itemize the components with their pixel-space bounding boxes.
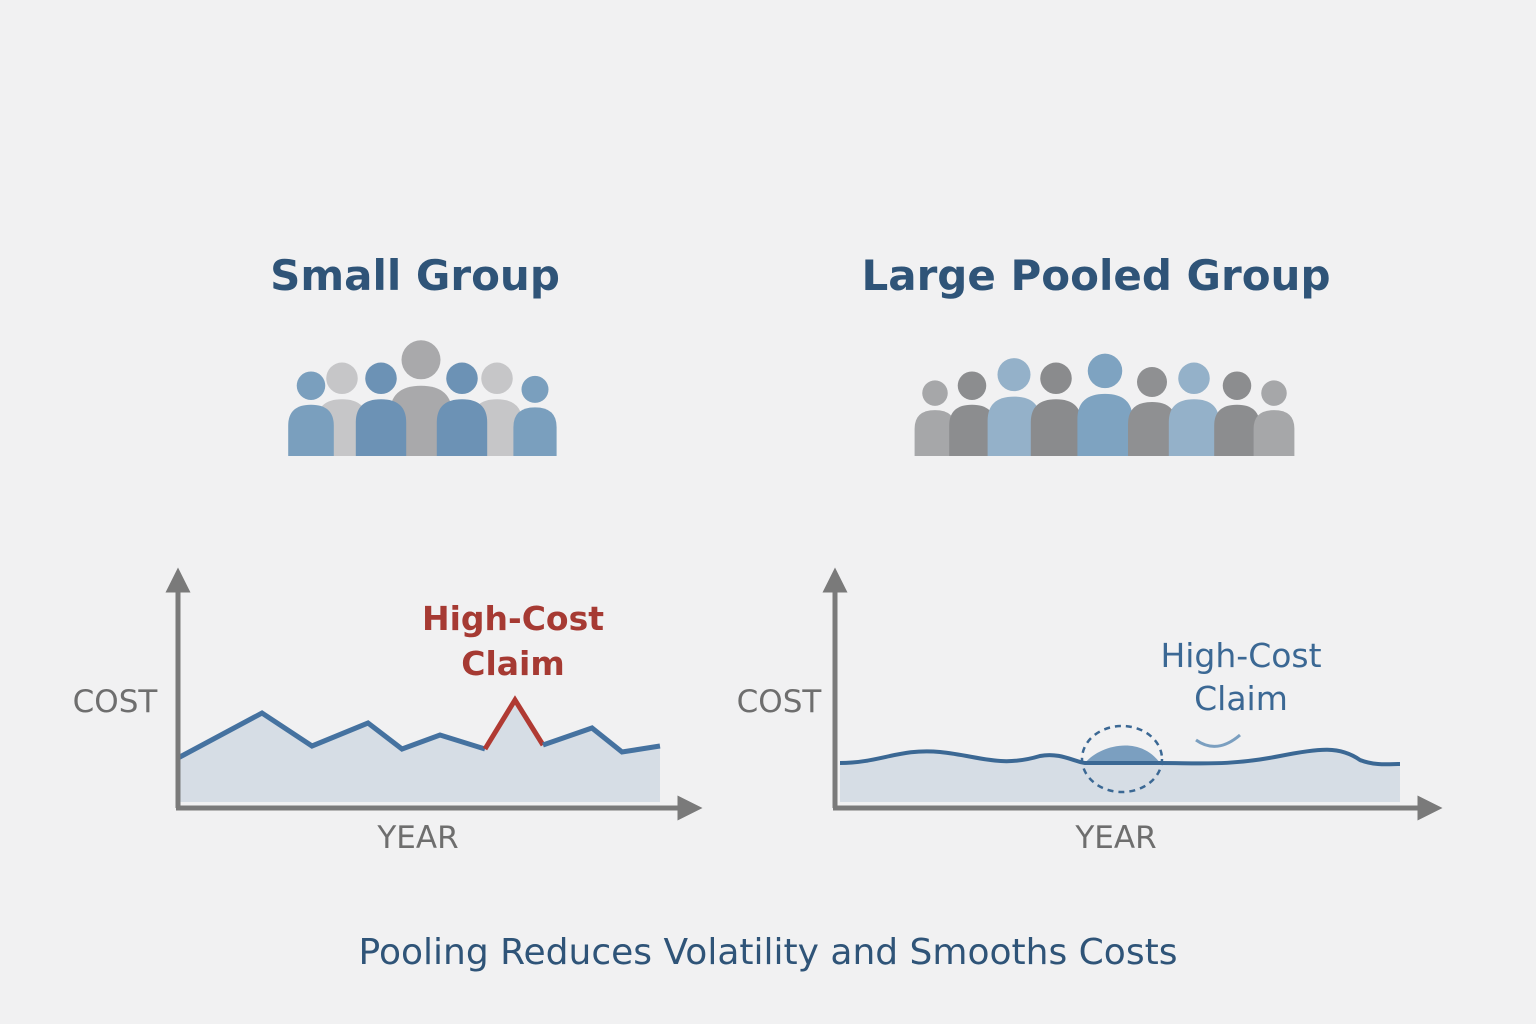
- y-label: COST: [737, 684, 823, 720]
- x-label: YEAR: [1074, 820, 1156, 856]
- area: [840, 749, 1400, 802]
- x-label: YEAR: [376, 820, 458, 856]
- claim-bump: [1085, 745, 1160, 763]
- annotation: Claim: [461, 644, 565, 683]
- pointer: [1195, 733, 1241, 748]
- caption: Pooling Reduces Volatility and Smooths C…: [359, 932, 1178, 973]
- panel-title: Small Group: [270, 251, 560, 300]
- area: [178, 700, 660, 802]
- annotation: High-Cost: [1160, 636, 1321, 675]
- annotation: High-Cost: [422, 599, 604, 638]
- panel-title: Large Pooled Group: [861, 251, 1330, 300]
- cost-line: [542, 725, 661, 755]
- cost-line: [176, 710, 486, 761]
- cost-line: [839, 747, 1401, 767]
- annotation: Claim: [1194, 679, 1288, 718]
- spike-line: [482, 695, 546, 751]
- y-label: COST: [73, 684, 159, 720]
- highlight-circle: [1080, 724, 1164, 794]
